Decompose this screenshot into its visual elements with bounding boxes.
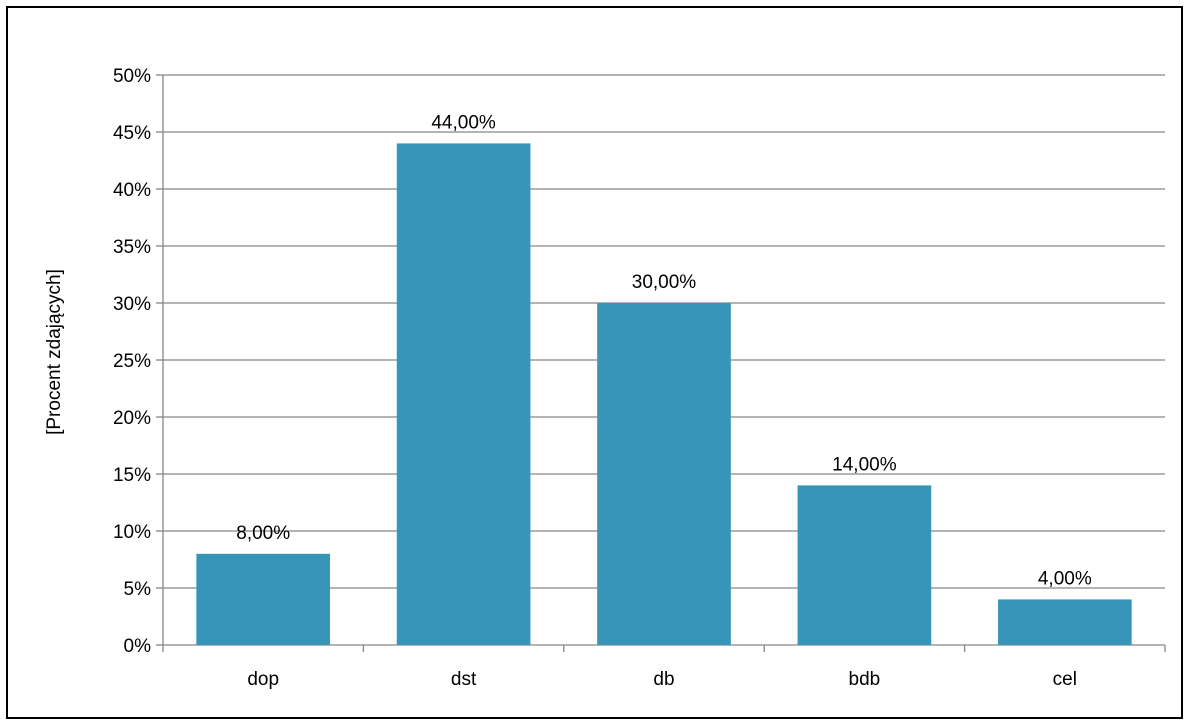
x-tick-label: db bbox=[653, 669, 674, 690]
y-tick-label: 45% bbox=[113, 123, 151, 144]
data-label-cel: 4,00% bbox=[1038, 568, 1092, 589]
y-axis-title: [Procent zdających] bbox=[44, 269, 65, 435]
bar-cel bbox=[997, 599, 1132, 645]
y-tick-label: 30% bbox=[113, 294, 151, 315]
data-label-db: 30,00% bbox=[632, 272, 697, 293]
x-tick-label: bdb bbox=[849, 669, 881, 690]
data-label-dop: 8,00% bbox=[236, 523, 290, 544]
y-tick-label: 15% bbox=[113, 465, 151, 486]
bar-bdb bbox=[797, 485, 932, 645]
x-tick-label: dst bbox=[451, 669, 477, 690]
data-label-bdb: 14,00% bbox=[832, 454, 897, 475]
y-tick-label: 35% bbox=[113, 237, 151, 258]
data-label-dst: 44,00% bbox=[431, 112, 496, 133]
bar-db bbox=[597, 303, 731, 645]
bars bbox=[196, 143, 1132, 645]
labels: 0% 5% 10% 15% 20% 25% 30% 35% 40% 45% 50% 8,00% dop 4… bbox=[113, 66, 1092, 690]
y-tick-label: 10% bbox=[113, 522, 151, 543]
y-tick-label: 0% bbox=[124, 636, 152, 657]
y-tick-label: 50% bbox=[113, 66, 151, 87]
y-tick-label: 20% bbox=[113, 408, 151, 429]
x-tick-label: dop bbox=[247, 669, 279, 690]
x-tick-label: cel bbox=[1053, 669, 1077, 690]
bar-dst bbox=[396, 143, 531, 645]
y-tick-label: 5% bbox=[124, 579, 152, 600]
bar-dop bbox=[196, 553, 331, 645]
y-tick-label: 25% bbox=[113, 351, 151, 372]
y-tick-label: 40% bbox=[113, 180, 151, 201]
